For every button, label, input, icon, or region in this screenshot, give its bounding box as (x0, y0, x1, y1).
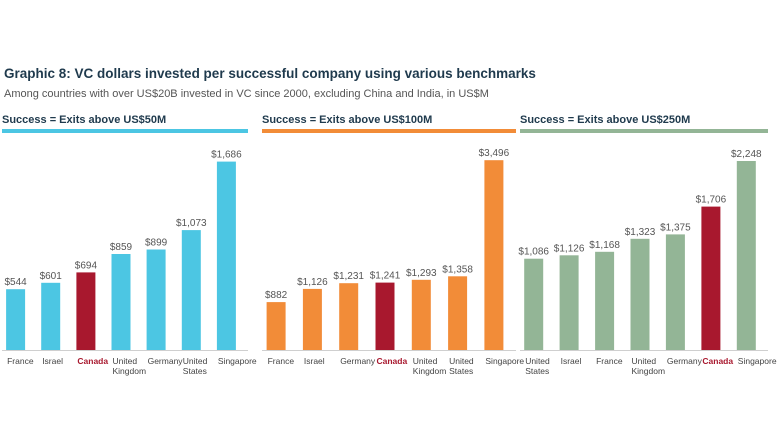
category-label-united-states: United States (449, 356, 474, 376)
data-label-united-kingdom: $1,293 (406, 268, 437, 279)
chart-subtitle: Among countries with over US$20B investe… (4, 88, 489, 100)
bar-israel (559, 255, 579, 350)
category-label-canada: Canada (77, 356, 108, 366)
category-label-united-states: United States (183, 356, 208, 376)
data-label-israel: $601 (40, 271, 63, 282)
category-label-france: France (596, 356, 623, 366)
bar-germany (665, 234, 685, 350)
bar-united-kingdom (411, 279, 431, 350)
data-label-singapore: $1,686 (211, 150, 242, 161)
bar-germany (339, 283, 359, 350)
bar-united-kingdom (630, 238, 650, 350)
bar-canada (375, 282, 395, 350)
data-label-germany: $899 (145, 238, 168, 249)
bar-israel (302, 288, 322, 350)
bar-france (6, 289, 26, 350)
chart-panel-100m: Success = Exits above US$100M $882 France… (262, 114, 524, 394)
data-label-canada: $1,706 (696, 195, 727, 206)
bar-chart: $1,086 United States $1,126 Israel $1,168 Fran… (518, 149, 776, 376)
chart-panel-50m: Success = Exits above US$50M $544 France $… (2, 114, 257, 394)
category-label-france: France (7, 356, 34, 366)
panel-title: Success = Exits above US$250M (520, 114, 691, 126)
panel-title: Success = Exits above US$50M (2, 114, 167, 126)
data-label-united-kingdom: $859 (110, 242, 133, 253)
panel-rule (520, 129, 768, 133)
category-label-singapore: Singapore (738, 356, 777, 366)
category-label-united-kingdom: United Kingdom (113, 356, 147, 376)
bar-chart: $882 France $1,126 Israel $1,231 Germany $1,24… (262, 148, 524, 376)
data-label-canada: $1,241 (370, 271, 401, 282)
data-label-germany: $1,231 (333, 271, 364, 282)
category-label-israel: Israel (304, 356, 325, 366)
bar-canada (76, 272, 96, 350)
data-label-israel: $1,126 (554, 243, 585, 254)
category-label-canada: Canada (377, 356, 408, 366)
category-label-france: France (268, 356, 295, 366)
data-label-singapore: $3,496 (479, 148, 510, 159)
data-label-canada: $694 (75, 260, 98, 271)
category-label-germany: Germany (148, 356, 184, 366)
category-label-united-states: United States (525, 356, 550, 376)
data-label-united-states: $1,358 (442, 264, 473, 275)
bar-france (595, 251, 615, 350)
category-label-israel: Israel (561, 356, 582, 366)
chart-panel-250m: Success = Exits above US$250M $1,086 Unit… (518, 114, 776, 394)
bar-france (266, 302, 286, 350)
bar-israel (41, 282, 61, 350)
data-label-united-states: $1,086 (518, 247, 549, 258)
bar-canada (701, 206, 721, 350)
bar-united-states (524, 258, 544, 350)
category-label-canada: Canada (702, 356, 733, 366)
data-label-france: $1,168 (589, 240, 620, 251)
data-label-france: $544 (4, 277, 27, 288)
bar-germany (146, 249, 166, 350)
data-label-united-states: $1,073 (176, 218, 207, 229)
bar-united-states (448, 276, 468, 350)
data-label-israel: $1,126 (297, 277, 328, 288)
chart-title: Graphic 8: VC dollars invested per succe… (4, 66, 536, 81)
category-label-germany: Germany (667, 356, 703, 366)
data-label-france: $882 (265, 290, 288, 301)
panel-title: Success = Exits above US$100M (262, 114, 433, 126)
category-label-singapore: Singapore (485, 356, 524, 366)
category-label-germany: Germany (340, 356, 376, 366)
category-label-united-kingdom: United Kingdom (413, 356, 447, 376)
panel-rule (262, 129, 516, 133)
category-label-singapore: Singapore (218, 356, 257, 366)
data-label-germany: $1,375 (660, 222, 691, 233)
bar-singapore (216, 161, 236, 350)
data-label-united-kingdom: $1,323 (625, 227, 656, 238)
bar-singapore (484, 160, 504, 350)
bar-united-states (181, 230, 201, 350)
category-label-israel: Israel (42, 356, 63, 366)
bar-united-kingdom (111, 254, 131, 350)
bar-singapore (736, 161, 756, 350)
panel-rule (2, 129, 248, 133)
data-label-singapore: $2,248 (731, 149, 762, 160)
bar-chart: $544 France $601 Israel $694 Canada $859 United… (2, 150, 257, 376)
category-label-united-kingdom: United Kingdom (632, 356, 666, 376)
